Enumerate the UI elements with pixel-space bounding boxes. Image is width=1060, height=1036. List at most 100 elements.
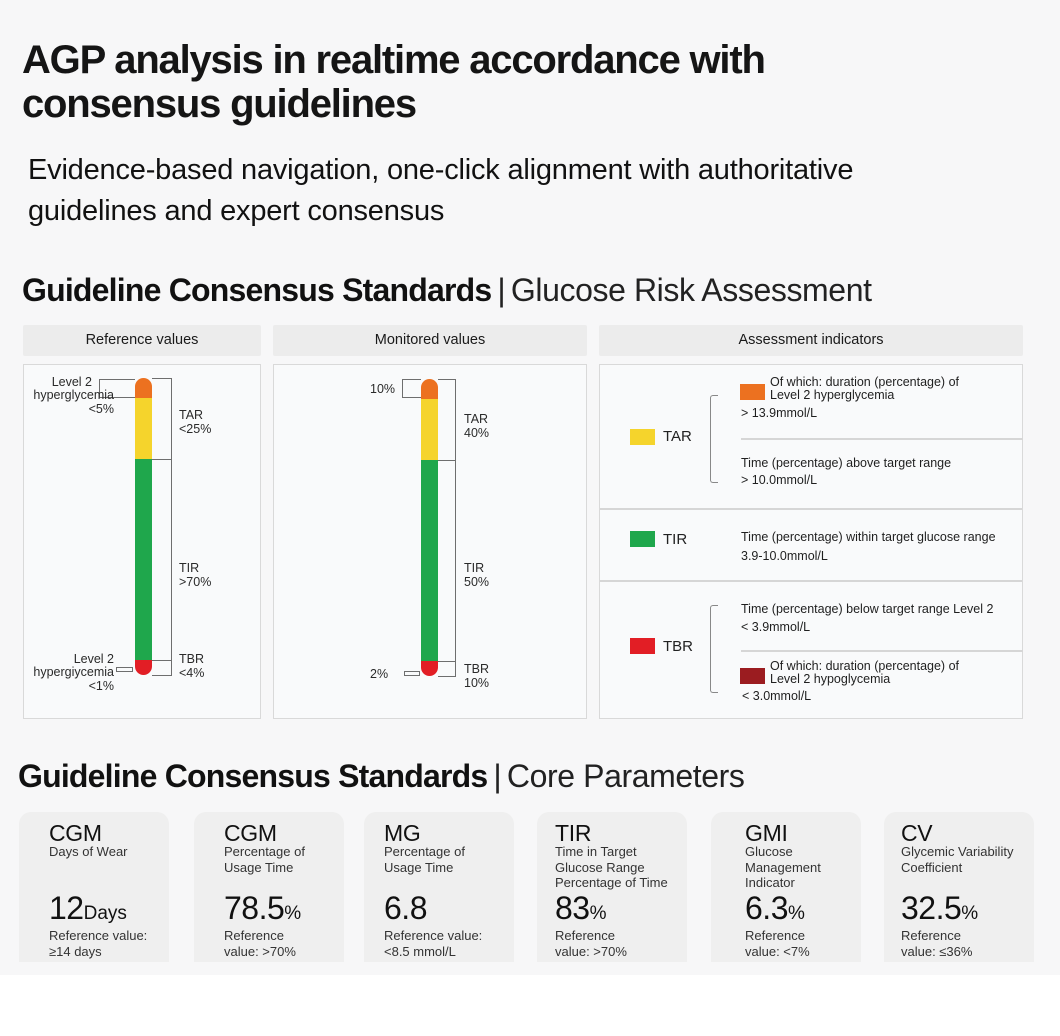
tbr-range: < 3.9mmol/L — [741, 620, 811, 634]
divider — [600, 508, 1022, 510]
param-reference: Reference value: >70% — [555, 928, 627, 959]
param-unit: % — [961, 903, 979, 924]
param-number: 6.8 — [384, 890, 427, 926]
level2-hypo-ref-value: <1% — [88, 679, 114, 693]
tbr-bracket — [438, 661, 456, 677]
tir-range: 3.9-10.0mmol/L — [741, 549, 828, 563]
tar-monitored-value: 40% — [464, 426, 490, 440]
risk-section-title-bold: Guideline Consensus Standards — [22, 272, 492, 308]
param-unit: % — [589, 903, 607, 924]
column-header-monitored: Monitored values — [273, 325, 587, 356]
divider — [741, 438, 1023, 440]
tir-monitored-value: 50% — [464, 575, 490, 589]
tir-indicator-label: TIR — [663, 531, 688, 548]
param-card-cv: CV Glycemic Variability Coefficient 32.5… — [884, 812, 1034, 962]
param-desc: Percentage of Usage Time — [224, 844, 305, 875]
title-separator: | — [497, 272, 505, 308]
param-reference: Reference value: ≤36% — [901, 928, 973, 959]
tar-range: > 10.0mmol/L — [741, 473, 818, 487]
tir-bracket — [438, 460, 456, 662]
level2-hyper-bracket — [99, 379, 135, 398]
param-number: 32.5 — [901, 890, 962, 926]
level2-hyper-range: > 13.9mmol/L — [741, 406, 818, 420]
level2-hypo-tick — [116, 667, 133, 672]
tar-segment — [421, 399, 438, 460]
tar-brace — [710, 395, 718, 483]
param-number: 78.5 — [224, 890, 285, 926]
tbr-swatch — [630, 638, 655, 654]
risk-section-title: Guideline Consensus Standards | Glucose Ri… — [22, 272, 872, 308]
param-card-gmi: GMI Glucose Management Indicator 6.3% Re… — [711, 812, 861, 962]
param-desc: Glucose Management Indicator — [745, 844, 821, 890]
tbr-bracket — [152, 660, 172, 676]
core-section-title-light: Core Parameters — [506, 758, 745, 794]
tar-bracket — [152, 378, 172, 460]
param-reference: Reference value: <8.5 mmol/L — [384, 928, 483, 959]
param-card-mg: MG Percentage of Usage Time 6.8 Referenc… — [364, 812, 514, 962]
param-abbr: CGM — [224, 820, 277, 846]
tar-indicator-label: TAR — [663, 428, 692, 445]
tar-bracket — [438, 379, 456, 461]
tir-label: TIR — [464, 561, 485, 575]
column-header-reference: Reference values — [23, 325, 261, 356]
level2-hyper-desc-line2: Level 2 hyperglycemia — [770, 388, 895, 402]
tbr-indicator-label: TBR — [663, 638, 693, 655]
level2-hypo-monitored-value: 2% — [370, 667, 389, 681]
tir-ref-value: >70% — [179, 575, 212, 589]
page-title: AGP analysis in realtime accordance with… — [22, 38, 766, 126]
reference-glucose-bar — [135, 378, 152, 675]
divider — [741, 650, 1023, 652]
param-card-tir: TIR Time in Target Glucose Range Percent… — [537, 812, 687, 962]
param-value: 6.8 — [384, 890, 427, 932]
tir-label: TIR — [179, 561, 200, 575]
monitored-values-panel: 10% TAR 40% TIR 50% TBR 10% 2% — [273, 364, 587, 719]
tir-segment — [421, 460, 438, 661]
param-abbr: TIR — [555, 820, 592, 846]
param-abbr: CV — [901, 820, 933, 846]
column-header-assessment: Assessment indicators — [599, 325, 1023, 356]
param-value: 78.5% — [224, 890, 301, 932]
title-separator: | — [493, 758, 501, 794]
tar-label: TAR — [179, 408, 204, 422]
tar-swatch — [630, 429, 655, 445]
param-abbr: MG — [384, 820, 421, 846]
param-card-cgm-days: CGM Days of Wear 12Days Reference value:… — [19, 812, 169, 962]
param-card-cgm-usage: CGM Percentage of Usage Time 78.5% Refer… — [194, 812, 344, 962]
level2-hypo-desc-line1: Of which: duration (percentage) of — [770, 659, 959, 673]
param-number: 6.3 — [745, 890, 788, 926]
tir-segment — [135, 459, 152, 660]
param-reference: Reference value: >70% — [224, 928, 296, 959]
param-abbr: GMI — [745, 820, 788, 846]
level2-hyper-segment — [421, 379, 438, 399]
tar-ref-value: <25% — [179, 422, 212, 436]
tar-segment — [135, 398, 152, 459]
tbr-ref-value: <4% — [179, 666, 205, 680]
level2-hyper-label: Level 2 — [51, 375, 92, 389]
level2-hypo-tick — [404, 671, 420, 676]
param-number: 12 — [49, 890, 84, 926]
level2-hypo-label-line2: hypergiycemia — [33, 665, 114, 679]
level2-hypo-label: Level 2 — [73, 652, 114, 666]
param-value: 32.5% — [901, 890, 978, 932]
level2-hyper-segment — [135, 378, 152, 398]
param-unit: % — [787, 903, 805, 924]
monitored-glucose-bar — [421, 379, 438, 676]
tbr-monitored-value: 10% — [464, 676, 490, 690]
level2-hyper-ref-value: <5% — [88, 402, 114, 416]
level2-hyper-bracket — [402, 379, 421, 398]
level2-hyper-desc-line1: Of which: duration (percentage) of — [770, 375, 959, 389]
tar-label: TAR — [464, 412, 489, 426]
assessment-indicators-panel: TAR Of which: duration (percentage) of L… — [599, 364, 1023, 719]
param-value: 6.3% — [745, 890, 805, 932]
divider — [600, 580, 1022, 582]
tir-desc: Time (percentage) within target glucose … — [741, 530, 996, 544]
reference-values-panel: Level 2 hyperglycemia <5% TAR <25% TIR >… — [23, 364, 261, 719]
param-desc: Percentage of Usage Time — [384, 844, 465, 875]
level2-hypo-swatch — [740, 668, 765, 684]
core-section-title: Guideline Consensus Standards | Core Param… — [18, 758, 745, 794]
level2-hyper-monitored-value: 10% — [370, 382, 396, 396]
tbr-segment — [135, 660, 152, 675]
tar-desc: Time (percentage) above target range — [741, 456, 952, 470]
param-desc: Glycemic Variability Coefficient — [901, 844, 1014, 875]
tbr-segment — [421, 661, 438, 676]
